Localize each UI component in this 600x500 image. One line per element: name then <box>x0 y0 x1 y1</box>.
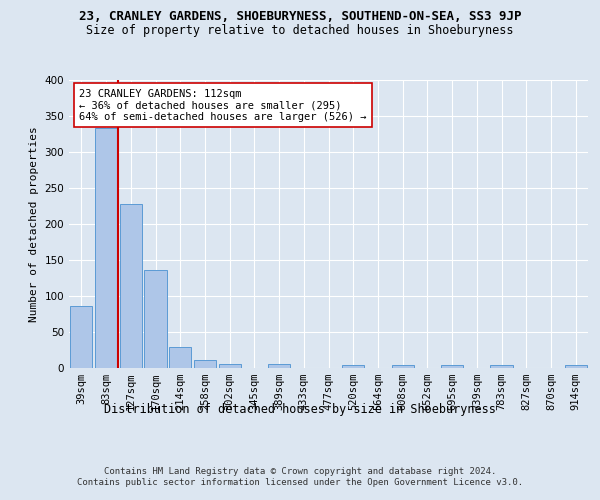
Text: Distribution of detached houses by size in Shoeburyness: Distribution of detached houses by size … <box>104 402 496 415</box>
Bar <box>490 364 512 368</box>
Bar <box>441 364 463 368</box>
Text: Contains HM Land Registry data © Crown copyright and database right 2024.
Contai: Contains HM Land Registry data © Crown c… <box>77 468 523 487</box>
Bar <box>145 270 167 368</box>
Bar <box>268 364 290 368</box>
Bar <box>194 360 216 368</box>
Text: 23, CRANLEY GARDENS, SHOEBURYNESS, SOUTHEND-ON-SEA, SS3 9JP: 23, CRANLEY GARDENS, SHOEBURYNESS, SOUTH… <box>79 10 521 23</box>
Bar <box>119 204 142 368</box>
Bar <box>342 366 364 368</box>
Text: 23 CRANLEY GARDENS: 112sqm
← 36% of detached houses are smaller (295)
64% of sem: 23 CRANLEY GARDENS: 112sqm ← 36% of deta… <box>79 88 367 122</box>
Bar <box>169 348 191 368</box>
Bar <box>70 306 92 368</box>
Bar <box>565 366 587 368</box>
Bar <box>218 364 241 368</box>
Text: Size of property relative to detached houses in Shoeburyness: Size of property relative to detached ho… <box>86 24 514 37</box>
Y-axis label: Number of detached properties: Number of detached properties <box>29 126 39 322</box>
Bar <box>392 364 414 368</box>
Bar <box>95 128 117 368</box>
